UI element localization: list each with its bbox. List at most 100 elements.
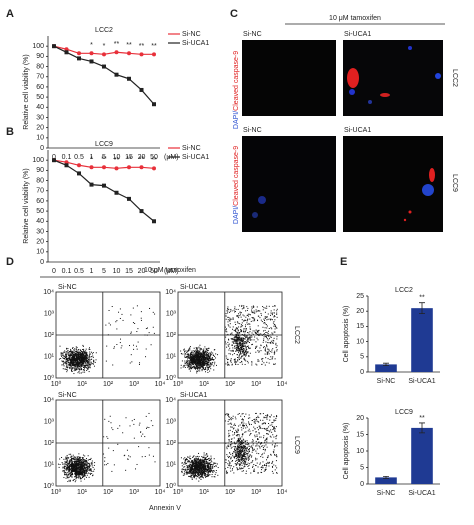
event-dot (263, 322, 265, 324)
event-dot (113, 347, 115, 349)
event-dot (189, 362, 191, 364)
event-dot (194, 368, 196, 370)
event-dot (199, 349, 201, 351)
event-dot (266, 346, 268, 348)
event-dot (76, 357, 78, 359)
event-dot (198, 356, 200, 358)
event-dot (82, 351, 84, 353)
x-axis-label: (μM) (164, 268, 179, 275)
event-dot (262, 326, 264, 328)
event-dot (80, 469, 82, 471)
y-tick-label: 90 (36, 53, 44, 60)
event-dot (208, 359, 210, 361)
event-dot (245, 352, 247, 354)
event-dot (195, 460, 197, 462)
event-dot (196, 471, 198, 473)
event-dot (245, 348, 247, 350)
stain-label: DAPI/Cleaved caspase-9 (233, 146, 240, 224)
event-dot (64, 472, 66, 474)
event-dot (207, 361, 209, 363)
event-dot (69, 358, 71, 360)
error-bar (383, 476, 389, 479)
event-dot (198, 358, 200, 360)
event-dot (267, 313, 269, 315)
event-dot (244, 334, 246, 336)
event-dot (249, 434, 251, 436)
event-dot (88, 355, 90, 357)
event-dot (198, 474, 200, 476)
event-dot (70, 357, 72, 359)
event-dot (204, 360, 206, 362)
y-tick-label: 40 (36, 104, 44, 111)
event-dot (193, 357, 195, 359)
event-dot (236, 315, 238, 317)
event-dot (263, 347, 265, 349)
event-dot (123, 455, 125, 457)
event-dot (76, 466, 78, 468)
event-dot (265, 341, 267, 343)
event-dot (68, 358, 70, 360)
event-dot (205, 456, 207, 458)
event-dot (257, 330, 259, 332)
event-dot (203, 369, 205, 371)
event-dot (229, 311, 231, 313)
event-dot (264, 327, 266, 329)
event-dot (242, 424, 244, 426)
event-dot (195, 463, 197, 465)
event-dot (198, 467, 200, 469)
event-dot (264, 334, 266, 336)
event-dot (62, 467, 64, 469)
event-dot (242, 427, 244, 429)
event-dot (228, 434, 230, 436)
flow-tick-label: 10⁰ (173, 488, 184, 496)
event-dot (270, 327, 272, 329)
event-dot (253, 306, 255, 308)
event-dot (229, 323, 231, 325)
event-dot (87, 365, 89, 367)
event-dot (195, 461, 197, 463)
event-dot (251, 307, 253, 309)
event-dot (88, 465, 90, 467)
event-dot (65, 361, 67, 363)
event-dot (83, 354, 85, 356)
event-dot (229, 347, 231, 349)
event-dot (231, 438, 233, 440)
event-dot (202, 458, 204, 460)
series-line (53, 159, 155, 222)
event-dot (228, 440, 230, 442)
event-dot (263, 346, 265, 348)
event-dot (198, 462, 200, 464)
event-dot (208, 347, 210, 349)
event-dot (75, 462, 77, 464)
event-dot (245, 351, 247, 353)
event-dot (83, 463, 85, 465)
event-dot (81, 472, 83, 474)
event-dot (83, 468, 85, 470)
event-dot (203, 359, 205, 361)
event-dot (270, 342, 272, 344)
event-dot (85, 472, 87, 474)
event-dot (193, 463, 195, 465)
y-tick-label: 15 (356, 431, 364, 438)
event-dot (275, 342, 277, 344)
event-dot (186, 354, 188, 356)
event-dot (207, 362, 209, 364)
event-dot (266, 336, 268, 338)
event-dot (64, 460, 66, 462)
event-dot (75, 348, 77, 350)
event-dot (145, 348, 147, 350)
event-dot (198, 460, 200, 462)
event-dot (258, 445, 260, 447)
event-dot (88, 348, 90, 350)
event-dot (271, 341, 273, 343)
event-dot (241, 345, 243, 347)
event-dot (89, 359, 91, 361)
event-dot (245, 346, 247, 348)
event-dot (270, 453, 272, 455)
event-dot (243, 352, 245, 354)
event-dot (246, 464, 248, 466)
event-dot (67, 362, 69, 364)
event-dot (251, 339, 253, 341)
event-dot (79, 473, 81, 475)
event-dot (70, 354, 72, 356)
